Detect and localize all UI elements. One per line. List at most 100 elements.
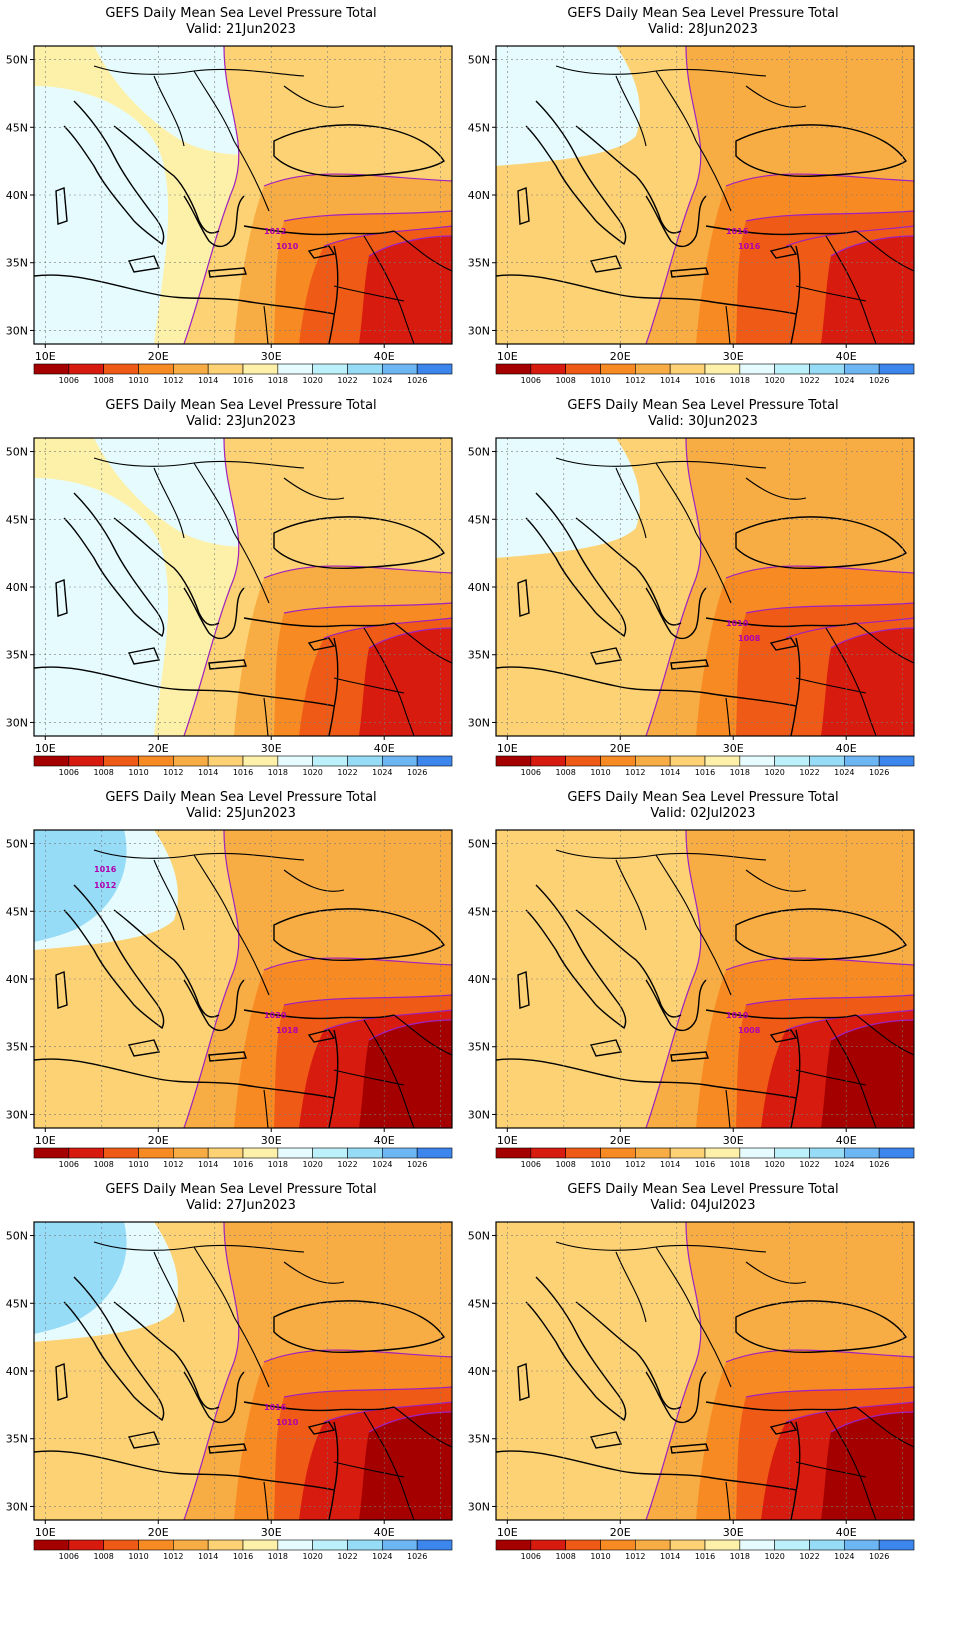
coastline: [769, 1029, 798, 1043]
coastline: [670, 659, 709, 670]
colorbar-swatch: [312, 363, 348, 375]
pressure-fill: [34, 478, 169, 736]
pressure-map: 1016 1016 10E 20E 30E 40E 50N 45N 40N 35N 30N 1006 1…: [468, 45, 915, 385]
coastline: [525, 100, 627, 246]
pressure-map: 1012 1010 10E 20E 30E 40E 50N 45N 40N 35N 30N 1006 1…: [6, 45, 453, 385]
isobar-label: 1016: [94, 865, 117, 874]
map-panel: GEFS Daily Mean Sea Level Pressure Total…: [0, 1176, 482, 1586]
colorbar-swatch: [878, 755, 915, 767]
y-tick-label: 35N: [468, 257, 490, 270]
coastline: [113, 517, 220, 626]
colorbar-label: 1020: [764, 768, 784, 777]
colorbar-swatch: [635, 755, 671, 767]
map-panel: GEFS Daily Mean Sea Level Pressure Total…: [462, 1176, 944, 1586]
x-tick-label: 30E: [261, 350, 282, 363]
colorbar-label: 1008: [555, 768, 575, 777]
coastline: [63, 100, 165, 246]
coastline: [113, 1301, 220, 1410]
colorbar-label: 1014: [660, 768, 680, 777]
x-tick-label: 20E: [610, 1134, 631, 1147]
isobar-line: [645, 46, 702, 344]
colorbar-label: 1006: [521, 1552, 541, 1561]
country-border: [855, 622, 914, 664]
colorbar-swatch: [704, 755, 741, 767]
isobar-line: [283, 994, 452, 1006]
coastline: [705, 1009, 857, 1020]
coastline: [769, 637, 798, 651]
coastline: [705, 225, 857, 236]
colorbar-swatch: [809, 1539, 845, 1551]
map-panel: GEFS Daily Mean Sea Level Pressure Total…: [462, 392, 944, 802]
country-border: [393, 1406, 452, 1448]
pressure-fill: [496, 46, 640, 166]
colorbar-label: 1014: [198, 1160, 218, 1169]
isobar-line: [725, 565, 914, 579]
coastline: [127, 255, 160, 273]
x-tick-label: 20E: [610, 1526, 631, 1539]
y-tick-label: 30N: [468, 1108, 490, 1121]
panel-title: GEFS Daily Mean Sea Level Pressure Total: [105, 790, 377, 805]
colorbar-label: 1020: [302, 1552, 322, 1561]
colorbar-label: 1022: [799, 768, 819, 777]
x-tick-label: 40E: [374, 742, 395, 755]
colorbar-swatch: [669, 1147, 706, 1159]
colorbar-label: 1016: [233, 1552, 253, 1561]
country-border: [695, 532, 732, 604]
panel-valid-date: Valid: 27Jun2023: [186, 1198, 296, 1213]
coastline: [243, 617, 395, 628]
colorbar-swatch: [277, 363, 313, 375]
coastline: [183, 195, 245, 248]
isobar-label: 1010: [276, 1418, 299, 1427]
colorbar-swatch: [635, 1539, 671, 1551]
pressure-fill: [34, 1222, 127, 1334]
coastline: [127, 1431, 160, 1449]
x-tick-label: 40E: [836, 1526, 857, 1539]
country-border: [263, 1481, 269, 1520]
isobar-line: [745, 994, 914, 1006]
coastline: [705, 1401, 857, 1412]
colorbar-swatch: [347, 363, 383, 375]
coastline: [113, 125, 220, 234]
colorbar-swatch: [242, 1539, 279, 1551]
country-border: [333, 1461, 405, 1478]
isobar-line: [368, 1411, 452, 1433]
y-tick-label: 50N: [468, 1230, 490, 1243]
isobar-label: 1018: [276, 1026, 299, 1035]
colorbar-label: 1008: [93, 376, 113, 385]
coastline: [183, 587, 245, 640]
y-tick-label: 30N: [468, 1500, 490, 1513]
colorbar-label: 1008: [555, 1552, 575, 1561]
colorbar-swatch: [495, 755, 532, 767]
colorbar-label: 1022: [799, 376, 819, 385]
coastline: [55, 187, 68, 225]
colorbar-swatch: [878, 1147, 915, 1159]
coastline: [517, 971, 530, 1009]
colorbar-swatch: [138, 755, 174, 767]
colorbar-swatch: [600, 1539, 636, 1551]
colorbar-swatch: [600, 1147, 636, 1159]
colorbar-swatch: [704, 1539, 741, 1551]
colorbar-label: 1018: [730, 376, 750, 385]
colorbar-swatch: [809, 1147, 845, 1159]
x-tick-label: 40E: [836, 742, 857, 755]
country-border: [615, 859, 647, 931]
coastline: [517, 579, 530, 617]
pressure-map: 10E 20E 30E 40E 50N 45N 40N 35N 30N 1006 1008 1010 1…: [6, 437, 453, 777]
isobar-line: [745, 210, 914, 222]
colorbar-swatch: [138, 1539, 174, 1551]
colorbar-label: 1026: [869, 1160, 889, 1169]
colorbar-swatch: [495, 363, 532, 375]
colorbar-label: 1016: [233, 376, 253, 385]
colorbar-label: 1026: [407, 768, 427, 777]
pressure-field: 1020 1018 1016 1012: [34, 830, 452, 1128]
pressure-map: 1020 1018 1016 1012 10E 20E 30E 40E 50N 45N 40N 35N…: [6, 829, 453, 1169]
colorbar-label: 1024: [372, 1160, 392, 1169]
colorbar-label: 1022: [799, 1160, 819, 1169]
coastline: [55, 1363, 68, 1401]
colorbar-label: 1016: [233, 768, 253, 777]
isobar-line: [645, 830, 702, 1128]
coastline: [525, 884, 627, 1030]
colorbar-swatch: [68, 1147, 104, 1159]
coastline: [55, 579, 68, 617]
coastline: [273, 908, 445, 962]
